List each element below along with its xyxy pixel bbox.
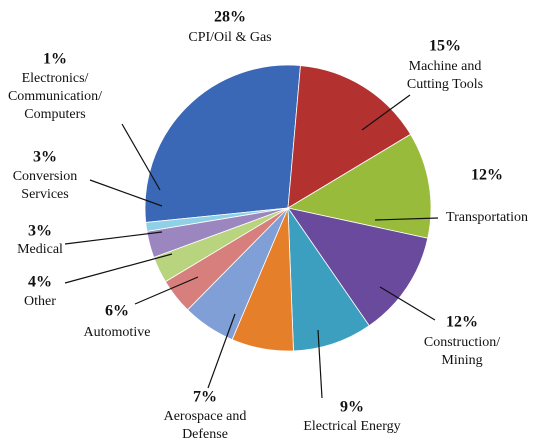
category-label: Electrical Energy <box>303 419 400 434</box>
category-label: Automotive <box>84 325 151 340</box>
value-label: 3% <box>28 223 52 240</box>
leader-line <box>207 313 236 389</box>
category-label: Construction/Mining <box>424 335 500 368</box>
leader-line <box>317 329 323 399</box>
leader-line <box>121 123 161 191</box>
leader-line <box>89 179 163 207</box>
value-label: 9% <box>340 399 364 416</box>
pie-slice <box>287 65 412 209</box>
category-label: CPI/Oil & Gas <box>188 30 271 45</box>
pie-slice <box>287 206 370 352</box>
category-label: Machine and Cutting Tools <box>407 59 483 92</box>
pie-slice <box>287 207 429 327</box>
category-label: Electronics/Communication/Computers <box>8 71 102 122</box>
value-label: 1% <box>43 51 67 68</box>
pie-slice <box>286 133 432 239</box>
leader-line <box>134 276 199 305</box>
category-label: Transportation <box>446 210 528 225</box>
category-label: Aerospace and Defense <box>164 409 247 440</box>
category-label: Conversion Services <box>13 169 78 202</box>
value-label: 3% <box>33 149 57 166</box>
leader-line <box>379 286 436 321</box>
leader-line <box>64 253 173 284</box>
value-label: 4% <box>28 274 52 291</box>
leader-line <box>374 217 439 221</box>
value-label: 6% <box>105 303 129 320</box>
category-label: Medical <box>17 242 63 257</box>
pie-slice <box>145 207 289 232</box>
leader-line <box>361 94 411 131</box>
value-label: 28% <box>214 9 246 26</box>
value-label: 12% <box>471 167 503 184</box>
value-label: 15% <box>429 38 461 55</box>
value-label: 7% <box>193 389 217 406</box>
leader-line <box>64 231 163 245</box>
pie-slice <box>144 64 301 223</box>
category-label: Other <box>24 294 56 309</box>
value-label: 12% <box>446 314 478 331</box>
